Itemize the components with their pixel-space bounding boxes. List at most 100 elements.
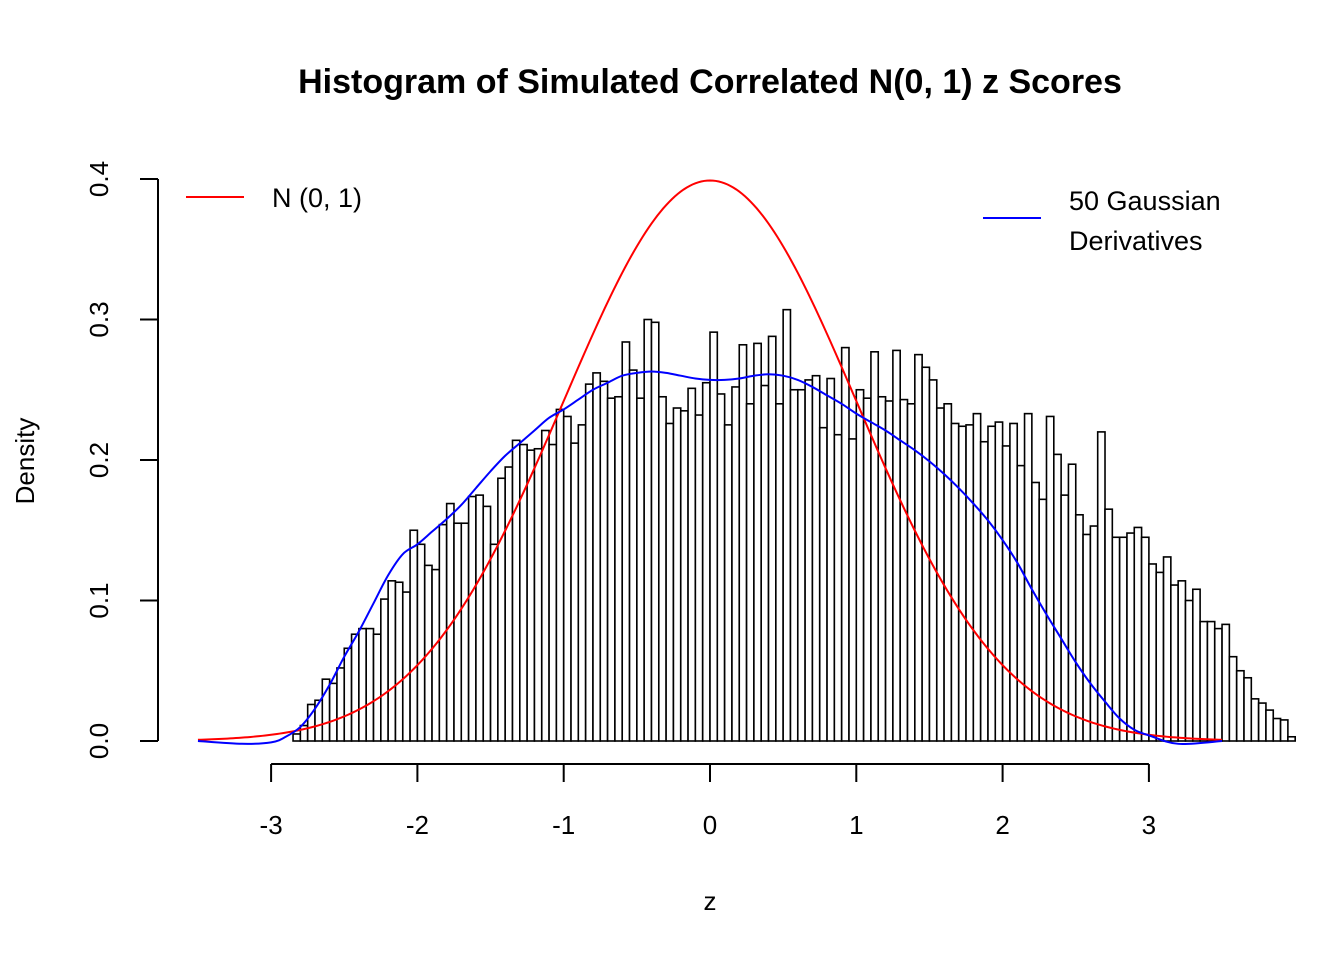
x-axis-label: z	[704, 886, 717, 916]
histogram-bar	[1001, 445, 1011, 742]
histogram-bar	[957, 425, 967, 742]
normal-density-curve	[197, 179, 1223, 741]
histogram-bar	[1060, 494, 1070, 742]
legend-gaussian-label-line: 50 Gaussian	[1069, 186, 1221, 216]
histogram-bar	[877, 395, 887, 742]
chart-title: Histogram of Simulated Correlated N(0, 1…	[298, 63, 1122, 101]
histogram-bar	[409, 529, 419, 742]
histogram-bar	[350, 633, 360, 742]
histogram-bar	[906, 402, 916, 742]
histogram-bar	[1155, 571, 1165, 742]
histogram-bar	[899, 398, 909, 742]
histogram-bar	[636, 397, 645, 742]
histogram-bar	[1140, 536, 1150, 742]
histogram-bar	[1184, 599, 1194, 742]
histogram-bar	[372, 633, 382, 742]
histogram-bar	[1082, 533, 1092, 742]
histogram-bar	[760, 384, 770, 742]
histogram-bar	[804, 379, 814, 742]
histogram-bar	[1162, 556, 1172, 742]
histogram-bar	[709, 331, 719, 742]
histogram-bar	[336, 667, 346, 742]
y-tick-label: 0.1	[84, 582, 114, 618]
histogram-bar	[394, 581, 404, 742]
histogram-bar	[1074, 513, 1084, 742]
histogram-bar	[826, 377, 836, 742]
histogram-bar	[482, 505, 492, 742]
histogram-bar	[672, 407, 682, 742]
histogram-bar	[716, 393, 726, 742]
histogram-bar	[606, 397, 616, 742]
legend-normal-label: N (0, 1)	[272, 183, 362, 213]
histogram-bar	[380, 598, 389, 742]
histogram-bar	[994, 421, 1004, 742]
histogram-bar	[1250, 698, 1260, 742]
gaussian-derivatives-curve	[197, 370, 1223, 745]
histogram-bar	[614, 395, 624, 742]
histogram-bar	[1089, 525, 1099, 742]
histogram-bar	[1272, 717, 1282, 742]
histogram-bar	[950, 422, 960, 742]
histogram-bar	[570, 442, 580, 742]
histogram-bar	[584, 383, 594, 742]
y-tick-label: 0.4	[84, 161, 114, 197]
x-tick-label: 3	[1142, 810, 1156, 840]
histogram-bar	[1009, 422, 1019, 742]
histogram-bar	[665, 422, 675, 742]
histogram-bar	[343, 647, 353, 742]
histogram-bar	[943, 402, 953, 742]
histogram-bar	[892, 349, 901, 742]
histogram-bar	[387, 580, 397, 742]
y-axis-label: Density	[10, 418, 40, 505]
x-tick-label: -1	[552, 810, 575, 840]
histogram-bar	[972, 412, 982, 742]
histogram-bar	[818, 426, 828, 742]
histogram-bar	[1213, 627, 1223, 742]
histogram-bar	[848, 438, 858, 742]
x-tick-label: 2	[995, 810, 1009, 840]
histogram-bar	[731, 386, 741, 742]
y-tick-label: 0.0	[84, 723, 114, 759]
histogram-bar	[1235, 669, 1245, 742]
histogram-bar	[621, 341, 631, 742]
histogram-bar	[416, 543, 426, 742]
histogram-bar	[1191, 588, 1201, 742]
histogram-bar	[599, 380, 609, 742]
x-tick-label: 1	[849, 810, 863, 840]
histogram-bar	[1279, 719, 1289, 742]
histogram-bar	[679, 410, 689, 742]
histogram-bar	[833, 433, 843, 742]
histogram-bar	[540, 429, 550, 742]
histogram-bar	[533, 447, 543, 742]
histogram-bar	[475, 494, 485, 742]
histogram-bar	[745, 402, 755, 742]
histogram-bar	[738, 343, 748, 742]
histogram-bars	[292, 308, 1297, 742]
histogram-bar	[1265, 709, 1275, 742]
histogram-bar	[555, 408, 565, 742]
histogram-bar	[987, 425, 997, 742]
histogram-bar	[511, 439, 521, 742]
histogram-bar	[657, 395, 667, 742]
histogram-bar	[292, 733, 302, 742]
x-tick-label: -2	[406, 810, 429, 840]
histogram-bar	[862, 397, 872, 742]
histogram-bar	[1287, 735, 1297, 742]
histogram-bar	[467, 495, 477, 742]
histogram-bar	[694, 414, 704, 742]
histogram-bar	[453, 522, 463, 742]
histogram-bar	[1133, 526, 1143, 742]
histogram-bar	[1170, 584, 1179, 742]
histogram-bar	[489, 543, 499, 742]
histogram-bar	[1199, 620, 1209, 742]
axes: -3 -2 -1 0 1 2 3 0.0 0.1 0.2 0.3 0.4	[84, 161, 1156, 840]
histogram-bar	[870, 351, 880, 742]
histogram-bar	[796, 388, 806, 742]
histogram-bar	[775, 402, 784, 742]
histogram-bar	[1038, 498, 1048, 742]
histogram-bar	[577, 424, 587, 742]
histogram-bar	[1045, 415, 1055, 742]
histogram-bar	[687, 387, 697, 742]
histogram-bar	[328, 682, 338, 742]
histogram-bar	[1031, 481, 1040, 742]
